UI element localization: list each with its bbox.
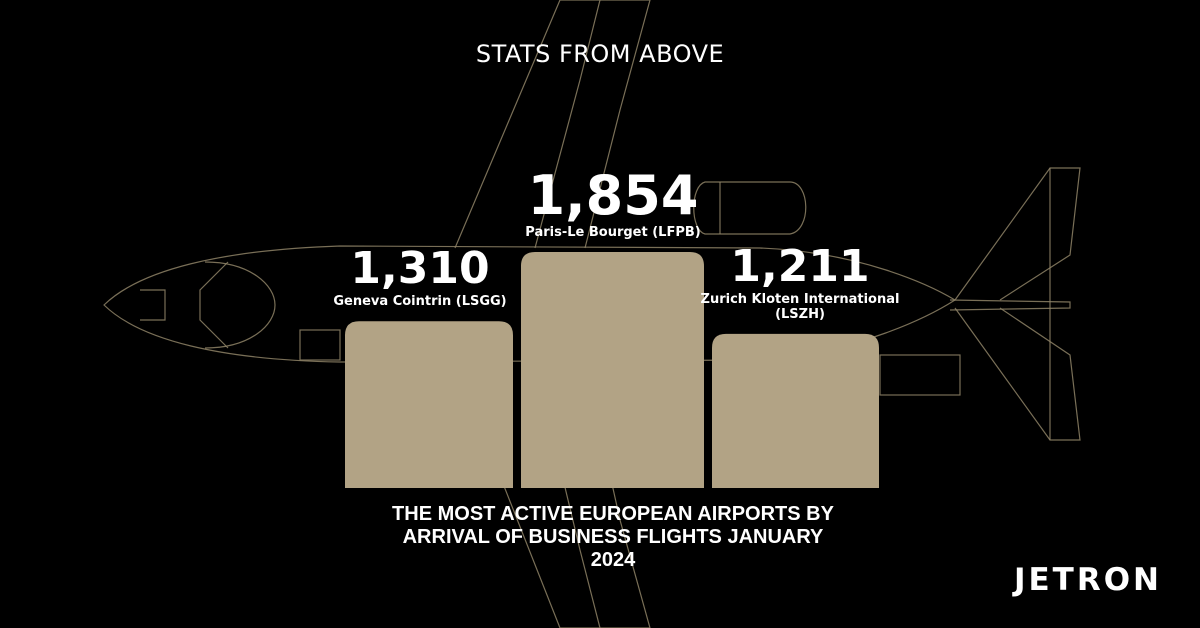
chart-caption: THE MOST ACTIVE EUROPEAN AIRPORTS BY ARR… — [300, 503, 926, 572]
bar-category-label-1: Geneva Cointrin (LSGG) — [333, 294, 506, 309]
kicker-title: STATS FROM ABOVE — [475, 40, 725, 68]
bar-value-label-1: 1,310 — [350, 243, 489, 294]
bar-value-label-3: 1,211 — [730, 241, 869, 292]
bars-layer — [345, 252, 879, 488]
jetron-logo: JETRON — [1013, 562, 1162, 598]
bar-3 — [712, 333, 879, 488]
bar-2 — [521, 252, 704, 488]
caption-line-3: 2024 — [590, 549, 636, 571]
bar-1 — [345, 321, 513, 488]
bar-category-label-3-line-1: Zurich Kloten International — [701, 292, 900, 307]
bar-category-label-3-line-2: (LSZH) — [775, 307, 825, 322]
labels-layer: Geneva Cointrin (LSGG)1,310 Paris-Le Bour… — [333, 164, 899, 322]
bar-value-label-2: 1,854 — [528, 164, 699, 227]
bar-category-label-2: Paris-Le Bourget (LFPB) — [525, 225, 700, 240]
caption-line-2: ARRIVAL OF BUSINESS FLIGHTS JANUARY — [402, 526, 824, 548]
caption-line-1: THE MOST ACTIVE EUROPEAN AIRPORTS BY — [392, 503, 834, 525]
